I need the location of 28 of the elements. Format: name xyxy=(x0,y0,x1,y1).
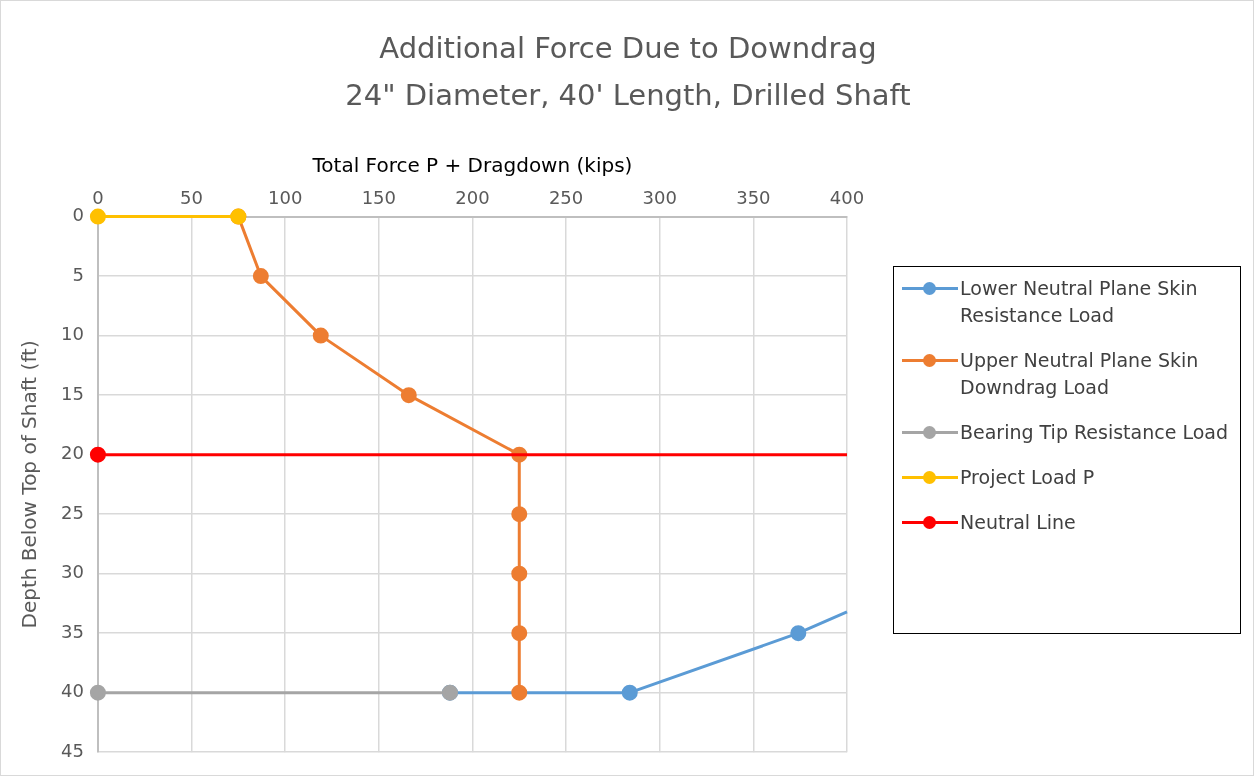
y-axis-title: Depth Below Top of Shaft (ft) xyxy=(17,340,42,629)
chart-title: Additional Force Due to Downdrag xyxy=(378,31,878,65)
x-tick-label: 150 xyxy=(361,187,396,209)
y-tick-label: 5 xyxy=(72,263,84,285)
y-tick-label: 15 xyxy=(61,382,84,404)
x-tick-label: 250 xyxy=(548,187,584,209)
y-tick-label: 45 xyxy=(61,739,84,761)
x-tick-label: 100 xyxy=(268,187,303,209)
legend-label: Bearing Tip Resistance Load xyxy=(960,420,1229,445)
x-tick-label: 0 xyxy=(92,187,104,209)
x-tick-label: 350 xyxy=(736,187,771,209)
y-tick-label: 40 xyxy=(61,680,84,702)
x-tick-label: 300 xyxy=(642,187,677,209)
y-tick-label: 25 xyxy=(61,501,84,523)
chart-subtitle: 24" Diameter, 40' Length, Drilled Shaft xyxy=(344,78,912,112)
x-axis-title: Total Force P + Dragdown (kips) xyxy=(311,153,633,178)
x-tick-label: 50 xyxy=(180,187,203,209)
legend-label: Project Load P xyxy=(960,465,1095,490)
legend-label: Lower Neutral Plane Skin Resistance Load xyxy=(960,276,1199,328)
legend-label: Neutral Line xyxy=(960,510,1076,535)
x-tick-label: 200 xyxy=(455,187,490,209)
legend-label: Upper Neutral Plane Skin Downdrag Load xyxy=(960,348,1200,400)
y-tick-label: 0 xyxy=(72,204,84,226)
y-tick-label: 30 xyxy=(61,561,84,583)
y-tick-label: 10 xyxy=(61,323,84,345)
x-tick-label: 400 xyxy=(829,187,865,209)
y-tick-label: 35 xyxy=(61,620,84,642)
y-tick-label: 20 xyxy=(61,442,84,464)
